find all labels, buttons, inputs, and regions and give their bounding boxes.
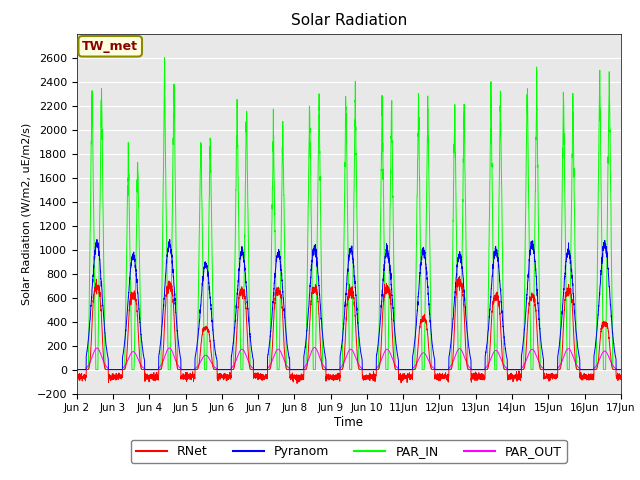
Title: Solar Radiation: Solar Radiation: [291, 13, 407, 28]
X-axis label: Time: Time: [334, 416, 364, 429]
Y-axis label: Solar Radiation (W/m2, uE/m2/s): Solar Radiation (W/m2, uE/m2/s): [21, 122, 31, 305]
Legend: RNet, Pyranom, PAR_IN, PAR_OUT: RNet, Pyranom, PAR_IN, PAR_OUT: [131, 440, 567, 463]
Text: TW_met: TW_met: [82, 40, 138, 53]
